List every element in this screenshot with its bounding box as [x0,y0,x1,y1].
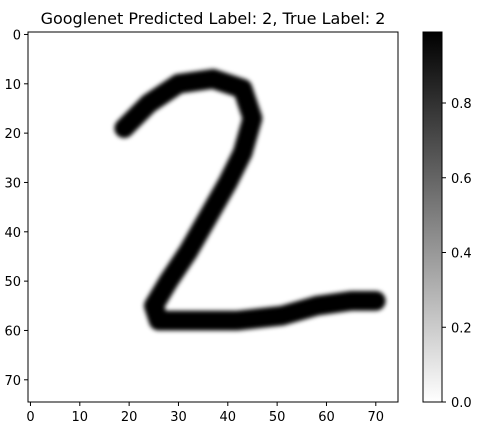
x-tick-label: 60 [318,410,335,425]
plot-frame [27,31,399,403]
chart-title: Googlenet Predicted Label: 2, True Label… [41,9,386,28]
x-tick-label: 50 [269,410,286,425]
y-tick-label: 40 [4,226,21,241]
colorbar-tick-label: 0.8 [451,97,472,112]
colorbar-tick-label: 0.0 [451,396,472,411]
x-tick-label: 40 [220,410,237,425]
y-tick-label: 10 [4,78,21,93]
x-axis: 0 10 20 30 40 50 60 70 [26,402,384,425]
x-tick-label: 10 [72,410,89,425]
y-tick-label: 60 [4,324,21,339]
digit-stroke [114,69,386,331]
x-tick-label: 0 [26,410,34,425]
colorbar-axis: 0.0 0.2 0.4 0.6 0.8 [442,97,472,411]
colorbar [422,31,443,403]
colorbar-tick-label: 0.4 [451,247,472,262]
heatmap-image [114,69,386,331]
x-tick-label: 20 [121,410,138,425]
x-tick-label: 30 [170,410,187,425]
x-tick-label: 70 [368,410,385,425]
colorbar-tick-label: 0.2 [451,321,472,336]
y-tick-label: 20 [4,127,21,142]
y-axis: 0 10 20 30 40 50 60 70 [4,28,28,389]
colorbar-tick-label: 0.6 [451,172,472,187]
y-tick-label: 30 [4,176,21,191]
y-tick-label: 70 [4,374,21,389]
y-tick-label: 50 [4,275,21,290]
y-tick-label: 0 [13,28,21,43]
